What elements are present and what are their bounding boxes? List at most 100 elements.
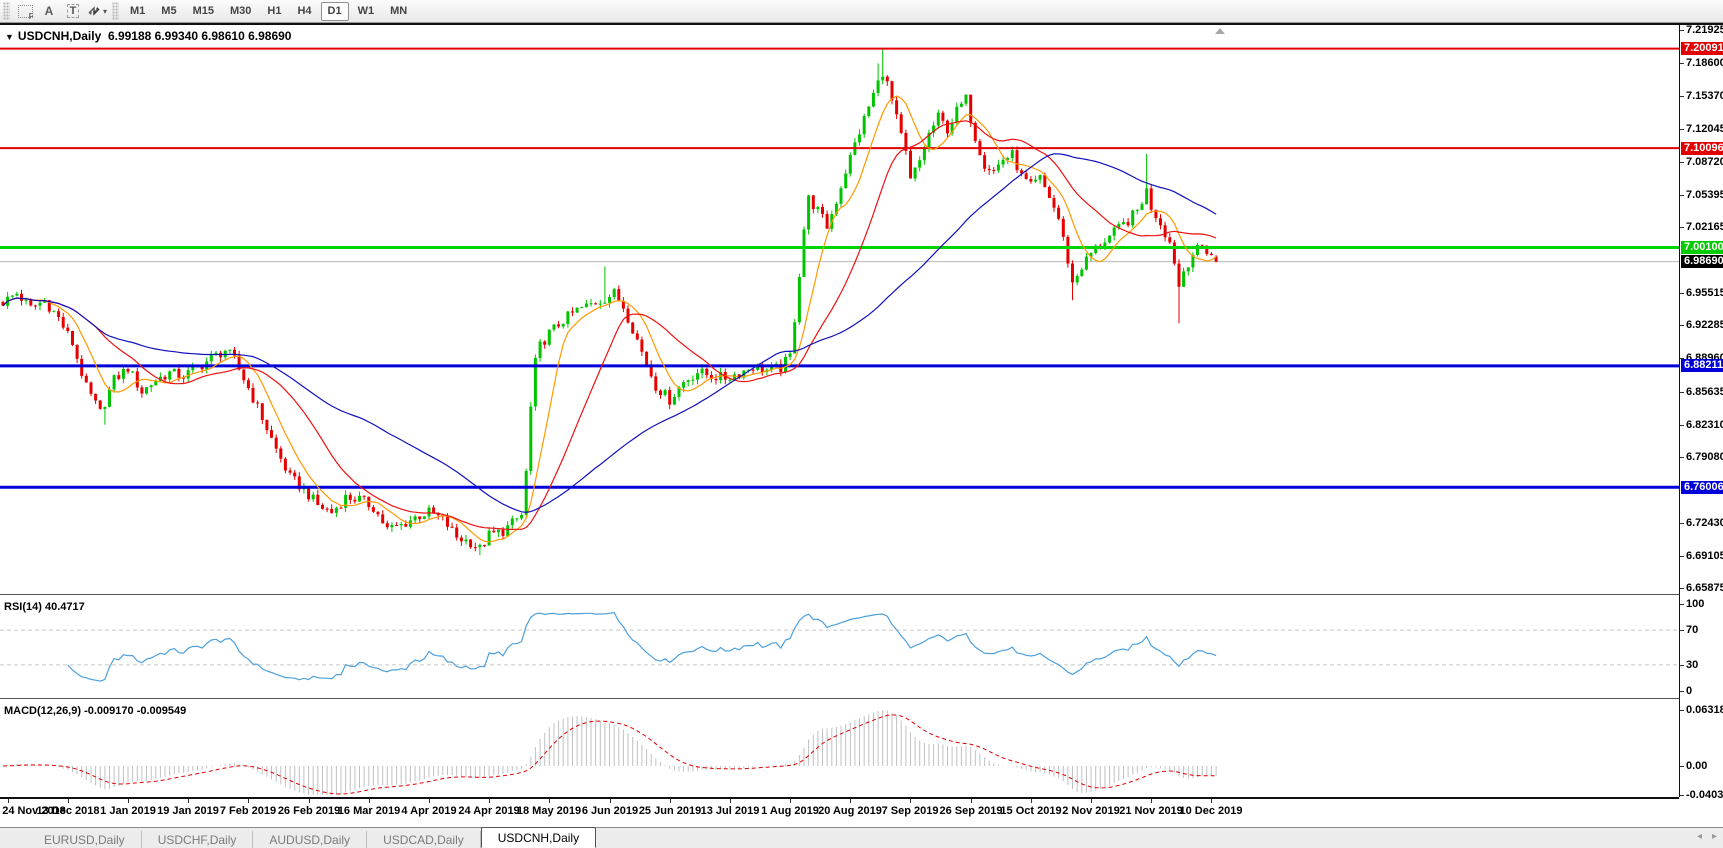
date-tick — [8, 799, 9, 803]
date-label: 24 Nov 2018 — [2, 805, 66, 817]
macd-signal-line — [2, 714, 1217, 795]
chart-tab-eurusd[interactable]: EURUSD,Daily — [28, 831, 142, 848]
toolbar-grip-2[interactable] — [112, 2, 119, 20]
scale-tick: 7.18600 — [1680, 57, 1723, 69]
scale-tick: 7.21925 — [1680, 24, 1723, 36]
scale-tick: 0 — [1680, 685, 1723, 697]
date-label: 2 Nov 2019 — [1062, 805, 1120, 817]
timeframe-d1-button[interactable]: D1 — [320, 1, 349, 21]
date-label: 4 Apr 2019 — [401, 805, 457, 817]
toolbar-grip[interactable] — [3, 2, 10, 20]
chart-tab-audusd[interactable]: AUDUSD,Daily — [253, 831, 368, 848]
date-tick — [1031, 799, 1032, 803]
tab-scroll-buttons: ◂ ▸ — [1697, 831, 1717, 842]
timeframe-h1-button[interactable]: H1 — [267, 5, 282, 17]
chart-frame-border — [0, 23, 1723, 25]
date-label: 1 Jan 2019 — [100, 805, 156, 817]
timeframe-m30-button[interactable]: M30 — [229, 5, 252, 17]
date-label: 20 Aug 2019 — [818, 805, 882, 817]
macd-chart[interactable] — [0, 701, 1679, 797]
scale-tick: 6.95515 — [1680, 287, 1723, 299]
macd-pane[interactable] — [0, 701, 1679, 797]
date-label: 26 Sep 2019 — [939, 805, 1003, 817]
text-label-tool-button[interactable]: T — [62, 2, 84, 21]
date-tick — [610, 799, 611, 803]
date-tick — [489, 799, 490, 803]
rsi-pane[interactable] — [0, 597, 1679, 698]
scale-tick: -0.040355 — [1680, 789, 1723, 801]
date-tick — [1091, 799, 1092, 803]
chart-tab-usdcnh[interactable]: USDCNH,Daily — [480, 827, 597, 848]
date-tick — [790, 799, 791, 803]
ohlc-values: 6.99188 6.99340 6.98610 6.98690 — [107, 29, 292, 43]
timeframe-m5-button[interactable]: M5 — [161, 5, 177, 17]
tab-scroll-right-icon[interactable]: ▸ — [1711, 831, 1717, 842]
date-tick — [670, 799, 671, 803]
date-label: 18 May 2019 — [516, 805, 582, 817]
rsi-current-value: 40.4717 — [44, 601, 85, 613]
date-label: 26 Feb 2019 — [277, 805, 341, 817]
timeframe-m1-button[interactable]: M1 — [130, 5, 146, 17]
scale-tick: 7.02165 — [1680, 221, 1723, 233]
date-tick — [68, 799, 69, 803]
date-axis[interactable]: 24 Nov 2018 13 Dec 2018 1 Jan 2019 19 Jan 2… — [0, 799, 1679, 826]
chart-frame-border-bottom — [0, 797, 1679, 799]
date-tick — [248, 799, 249, 803]
chart-tab-bar: EURUSD,Daily USDCHF,Daily AUDUSD,Daily USDC… — [0, 827, 1723, 848]
date-label: 24 Apr 2019 — [458, 805, 520, 817]
tab-scroll-left-icon[interactable]: ◂ — [1696, 831, 1702, 842]
timeframe-m15-button[interactable]: M15 — [192, 5, 214, 17]
timeframe-button-group: M1 M5 M15 M30 H1 H4 D1 W1 MN — [122, 1, 415, 21]
timeframe-w1-button[interactable]: W1 — [357, 5, 375, 17]
level-price-box: 6.76006 — [1681, 480, 1723, 494]
chart-shift-marker-icon[interactable] — [1215, 28, 1225, 34]
date-label: 7 Feb 2019 — [219, 805, 277, 817]
letter-a-icon: A — [44, 4, 54, 18]
rsi-chart[interactable] — [0, 597, 1679, 698]
date-tick — [1211, 799, 1212, 803]
moving-average-line — [2, 120, 1217, 531]
rsi-line — [67, 611, 1217, 682]
moving-average-line — [2, 95, 1217, 543]
date-tick — [369, 799, 370, 803]
scale-tick: 6.85635 — [1680, 386, 1723, 398]
date-label: 7 Sep 2019 — [881, 805, 939, 817]
candlestick-chart[interactable] — [0, 25, 1679, 594]
scale-tick: 7.15370 — [1680, 90, 1723, 102]
main-price-pane[interactable] — [0, 25, 1679, 594]
scale-tick: 6.69105 — [1680, 550, 1723, 562]
chart-title: ▼ USDCNH,Daily 6.99188 6.99340 6.98610 6.… — [5, 29, 291, 43]
scale-tick: 7.05395 — [1680, 189, 1723, 201]
chart-tab-usdchf[interactable]: USDCHF,Daily — [142, 831, 254, 848]
title-dropdown-marker-icon: ▼ — [5, 32, 14, 42]
scale-tick: 6.65875 — [1680, 582, 1723, 594]
chevron-down-icon: ▾ — [102, 6, 107, 16]
date-label: 15 Oct 2019 — [1000, 805, 1062, 817]
date-tick — [549, 799, 550, 803]
scale-tick: 7.12045 — [1680, 123, 1723, 135]
date-label: 19 Jan 2019 — [157, 805, 219, 817]
timeframe-h4-button[interactable]: H4 — [297, 5, 312, 17]
date-tick — [850, 799, 851, 803]
indicator-frame-tool-button[interactable]: F — [14, 2, 36, 21]
timeframe-mn-button[interactable]: MN — [390, 5, 408, 17]
arrow-tool-button[interactable]: A — [38, 2, 60, 21]
date-label: 1 Aug 2019 — [761, 805, 819, 817]
toolbar: F A T ▾ M1 M5 M15 M30 H1 H4 D1 W1 MN — [0, 0, 1723, 23]
macd-current-values: -0.009170 -0.009549 — [84, 705, 187, 717]
scale-tick: 70 — [1680, 624, 1723, 636]
date-tick — [188, 799, 189, 803]
scale-tick: 7.08720 — [1680, 156, 1723, 168]
date-label: 16 Mar 2019 — [337, 805, 401, 817]
diagonal-arrows-icon — [88, 6, 100, 16]
date-label: 6 Jun 2019 — [581, 805, 639, 817]
chart-tab-usdcad[interactable]: USDCAD,Daily — [367, 831, 481, 848]
price-scale[interactable]: 7.21925 7.18600 7.15370 7.12045 7.08720 7.053… — [1679, 24, 1723, 801]
chart-styles-button[interactable]: ▾ — [86, 2, 108, 21]
text-tool-icon: T — [66, 4, 80, 18]
date-tick — [910, 799, 911, 803]
scale-tick: 6.92285 — [1680, 319, 1723, 331]
date-tick — [971, 799, 972, 803]
date-label: 13 Jul 2019 — [700, 805, 760, 817]
